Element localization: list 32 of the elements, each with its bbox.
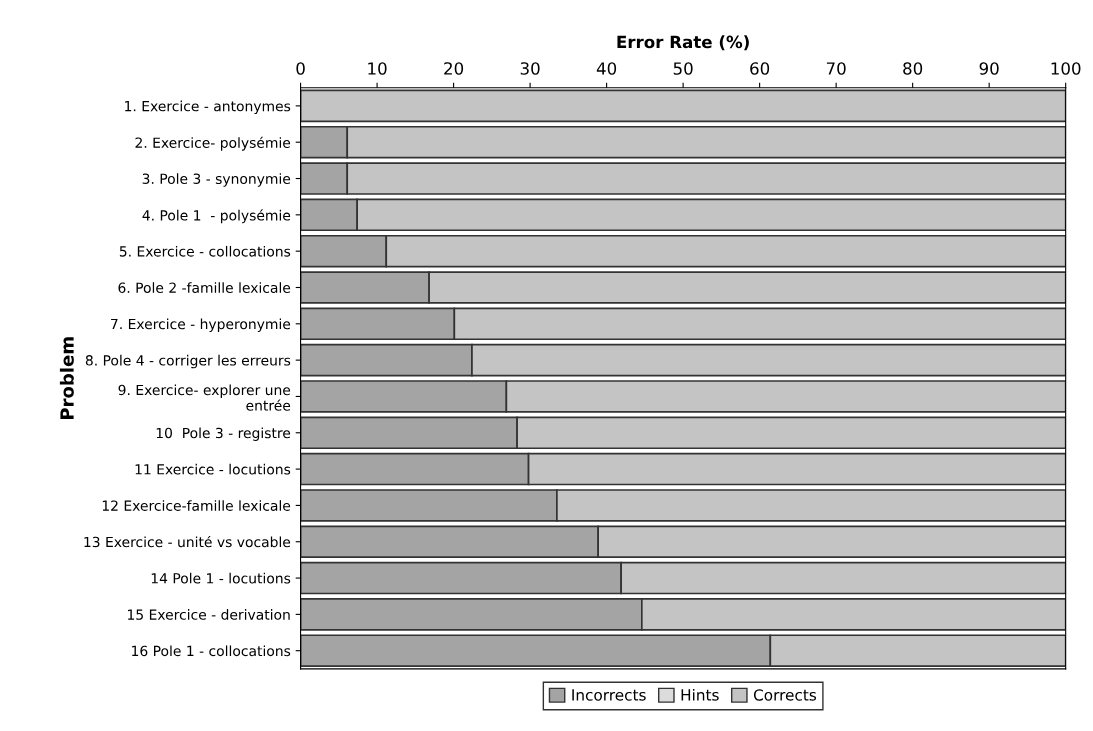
y-axis-title: Problem [59, 337, 74, 419]
y-tick-label: 8. Pole 4 - corriger les erreurs [85, 354, 291, 369]
y-tick-label: 9. Exercice- explorer une entrée [118, 384, 291, 411]
x-tick-label: 90 [979, 62, 999, 75]
x-tick-label: 70 [826, 62, 846, 75]
x-tick-label: 0 [296, 62, 305, 75]
y-tick-label: 13 Exercice - unité vs vocable [84, 535, 291, 548]
y-tick-label: 7. Exercice - hyperonymie [111, 318, 291, 332]
legend-label: Corrects [753, 689, 817, 701]
y-tick-label: 15 Exercice - derivation [128, 609, 290, 620]
y-tick-label: 2. Exercice- polysémie [135, 136, 291, 151]
x-tick-label: 40 [596, 62, 617, 75]
y-tick-label: 6. Pole 2 -famille lexicale [118, 282, 291, 293]
x-tick-label: 20 [444, 62, 464, 75]
x-tick-label: 10 [368, 62, 387, 75]
x-axis-title: Error Rate (%) [617, 35, 749, 51]
y-tick-label: 14 Pole 1 - locutions [151, 572, 291, 584]
y-tick-label: 11 Exercice - locutions [135, 463, 291, 475]
x-tick-label: 30 [520, 62, 540, 75]
legend-label: Hints [681, 688, 719, 701]
y-tick-label: 5. Exercice - collocations [119, 245, 291, 257]
x-tick-label: 80 [903, 62, 923, 75]
x-tick-label: 60 [750, 62, 770, 75]
y-tick-label: 10 Pole 3 - registre [156, 427, 291, 441]
x-tick-label: 100 [1051, 62, 1081, 75]
x-tick-label: 50 [673, 62, 693, 75]
legend-label: Incorrects [572, 689, 646, 701]
y-tick-label: 12 Exercice-famille lexicale [102, 500, 291, 511]
y-tick-label: 3. Pole 3 - synonymie [142, 173, 291, 187]
y-tick-label: 1. Exercice - antonymes [125, 100, 291, 115]
y-tick-label: 4. Pole 1 - polysémie [142, 209, 291, 224]
y-tick-label: 16 Pole 1 - collocations [132, 645, 291, 657]
